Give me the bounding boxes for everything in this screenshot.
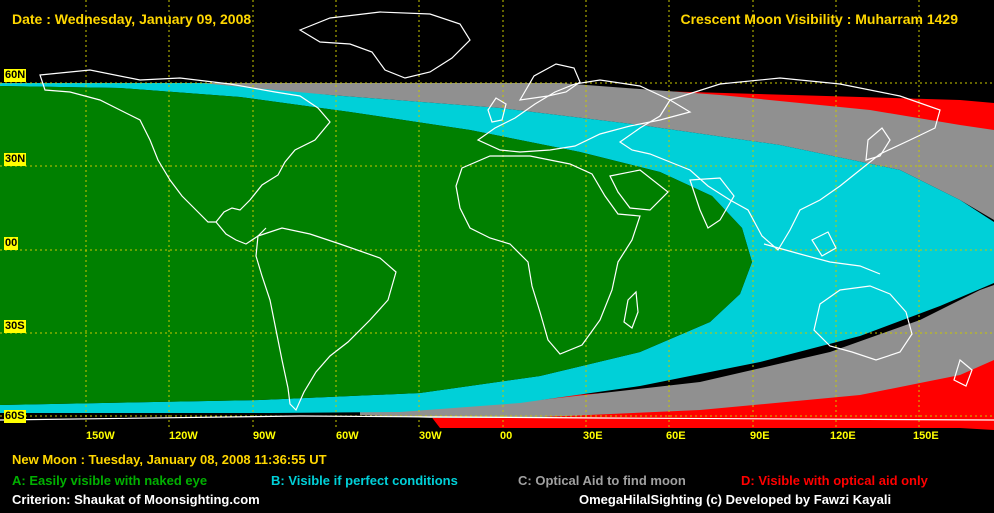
lon-label-30e: 30E <box>583 430 603 442</box>
graticule <box>0 0 994 428</box>
visibility-title: Crescent Moon Visibility : Muharram 1429 <box>680 11 959 27</box>
lon-label-00: 00 <box>500 430 513 442</box>
lon-label-30w: 30W <box>419 430 442 442</box>
legend-d: D: Visible with optical aid only <box>741 473 928 488</box>
zone-d <box>385 83 994 430</box>
zone-a <box>0 86 752 405</box>
criterion-text: Criterion: Shaukat of Moonsighting.com <box>12 492 260 507</box>
lon-label-90e: 90E <box>750 430 770 442</box>
lon-label-60w: 60W <box>336 430 359 442</box>
lon-label-60e: 60E <box>666 430 686 442</box>
lat-label-60s: 60S <box>4 410 26 423</box>
new-moon-time: New Moon : Tuesday, January 08, 2008 11:… <box>12 452 327 467</box>
date-title: Date : Wednesday, January 09, 2008 <box>12 11 252 27</box>
lat-label-30n: 30N <box>4 153 27 166</box>
legend-c: C: Optical Aid to find moon <box>518 473 686 488</box>
credit-text: OmegaHilalSighting (c) Developed by Fawz… <box>579 492 892 507</box>
lat-label-30s: 30S <box>4 320 26 333</box>
lat-label-60n: 60N <box>4 69 27 82</box>
legend-a: A: Easily visible with naked eye <box>12 473 208 488</box>
lon-label-90w: 90W <box>253 430 276 442</box>
lon-label-120w: 120W <box>169 430 198 442</box>
lon-label-150e: 150E <box>913 430 939 442</box>
lat-label-00: 00 <box>4 237 19 250</box>
lon-label-120e: 120E <box>830 430 856 442</box>
lon-label-150w: 150W <box>86 430 115 442</box>
legend-b: B: Visible if perfect conditions <box>271 473 458 488</box>
coastlines <box>0 11 994 421</box>
